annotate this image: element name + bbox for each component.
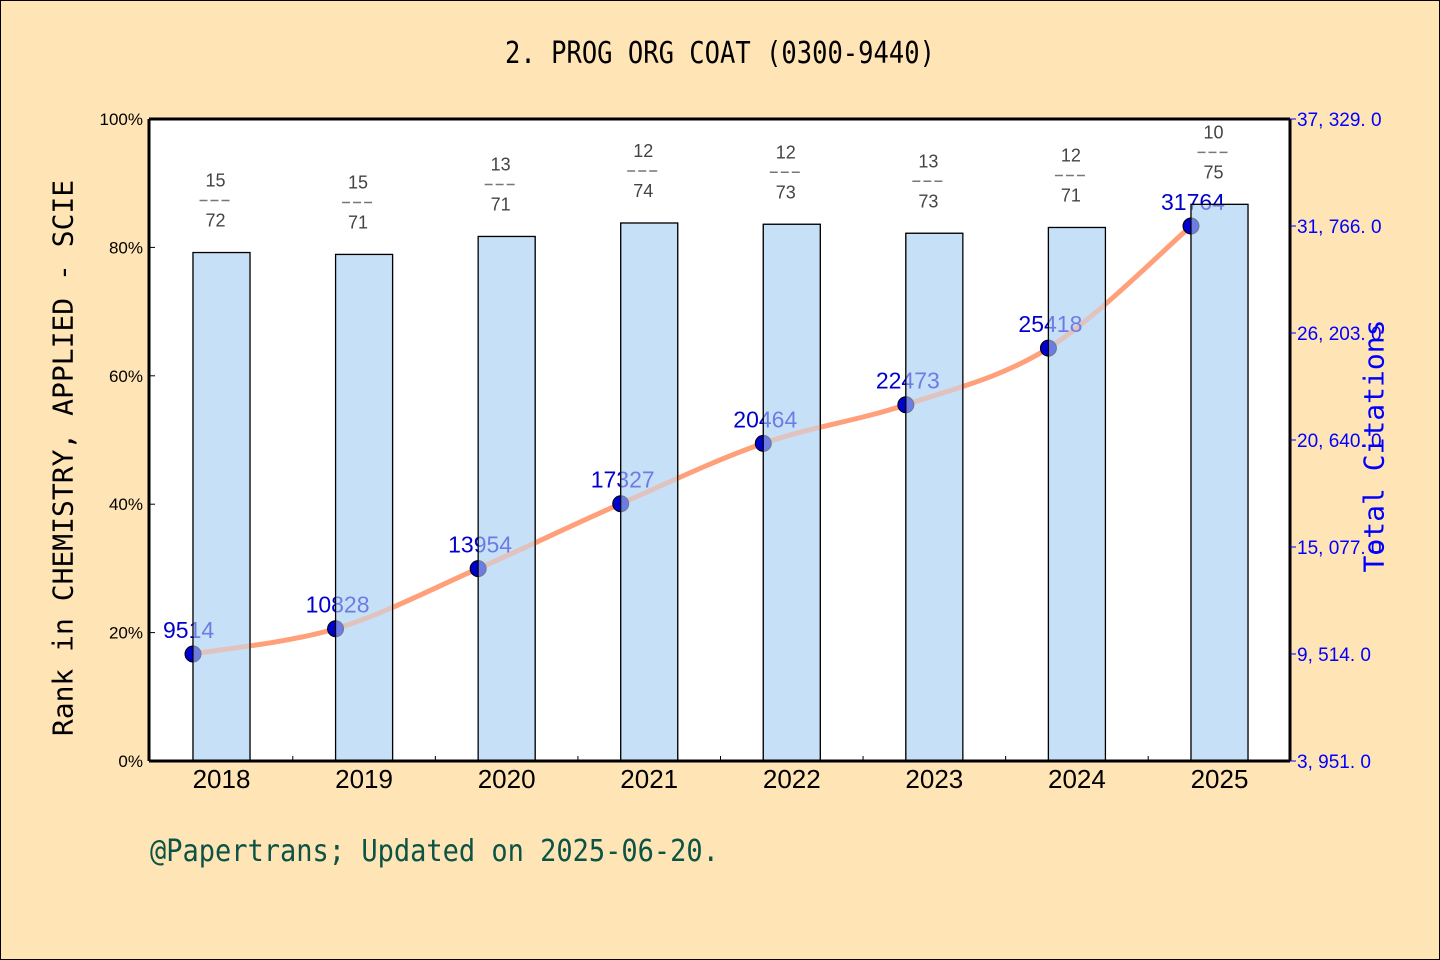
- rank-label: 15: [205, 171, 225, 191]
- right-tick-label: 26, 203. 0: [1297, 324, 1382, 345]
- bar-overlay: [334, 253, 394, 762]
- total-label: 71: [348, 212, 368, 232]
- citation-line: 951410828139541732720464224732541831764: [163, 189, 1249, 762]
- bar-overlay: [762, 223, 821, 762]
- x-tick-label: 2023: [905, 764, 963, 794]
- x-tick-label: 2021: [620, 764, 678, 794]
- rank-label: 12: [633, 141, 653, 161]
- rank-label: 13: [918, 151, 938, 171]
- left-tick-label: 40%: [109, 495, 143, 514]
- chart-title: 2. PROG ORG COAT (0300-9440): [505, 36, 935, 71]
- right-tick-label: 15, 077. 0: [1297, 538, 1382, 559]
- rank-label: 10: [1203, 122, 1223, 142]
- bar-overlay: [477, 235, 536, 762]
- x-tick-label: 2025: [1191, 764, 1249, 794]
- total-label: 72: [205, 211, 225, 231]
- total-label: 71: [1061, 185, 1081, 205]
- total-label: 71: [491, 194, 511, 214]
- right-tick-label: 37, 329. 0: [1297, 110, 1382, 131]
- bar-overlay: [1190, 203, 1249, 762]
- plot-area: [149, 119, 1290, 761]
- rank-label: 12: [1061, 145, 1081, 165]
- total-label: 73: [918, 191, 938, 211]
- right-tick-label: 9, 514. 0: [1297, 645, 1371, 666]
- x-tick-label: 2022: [763, 764, 821, 794]
- right-tick-label: 20, 640. 0: [1297, 431, 1382, 452]
- x-tick-label: 2020: [478, 764, 536, 794]
- total-label: 73: [776, 182, 796, 202]
- bar-overlay: [620, 222, 679, 762]
- left-tick-label: 80%: [109, 238, 143, 257]
- bar-rank-labels: 15 72 15 71 13 71 12 74 12 73 13 73 12 71 10 75: [199, 122, 1230, 232]
- rank-label: 12: [776, 142, 796, 162]
- left-tick-label: 20%: [109, 624, 143, 643]
- rank-label: 15: [348, 172, 368, 192]
- left-tick-label: 60%: [109, 367, 143, 386]
- footer-credit: @Papertrans; Updated on 2025-06-20.: [150, 834, 719, 869]
- total-label: 74: [633, 181, 653, 201]
- axes: 0% 20% 40% 60% 80% 100% 3, 951. 0 9, 514. 0 15, …: [100, 110, 1382, 794]
- left-tick-label: 0%: [118, 752, 143, 771]
- x-tick-label: 2018: [193, 764, 251, 794]
- right-tick-label: 3, 951. 0: [1297, 752, 1371, 773]
- bar-overlay: [905, 232, 964, 762]
- bar-overlay: [192, 251, 251, 762]
- x-tick-label: 2019: [335, 764, 393, 794]
- right-tick-label: 31, 766. 0: [1297, 217, 1382, 238]
- left-tick-label: 100%: [100, 110, 143, 129]
- x-tick-label: 2024: [1048, 764, 1106, 794]
- bar-overlay: [1047, 226, 1107, 762]
- rank-label: 13: [491, 154, 511, 174]
- total-label: 75: [1203, 162, 1223, 182]
